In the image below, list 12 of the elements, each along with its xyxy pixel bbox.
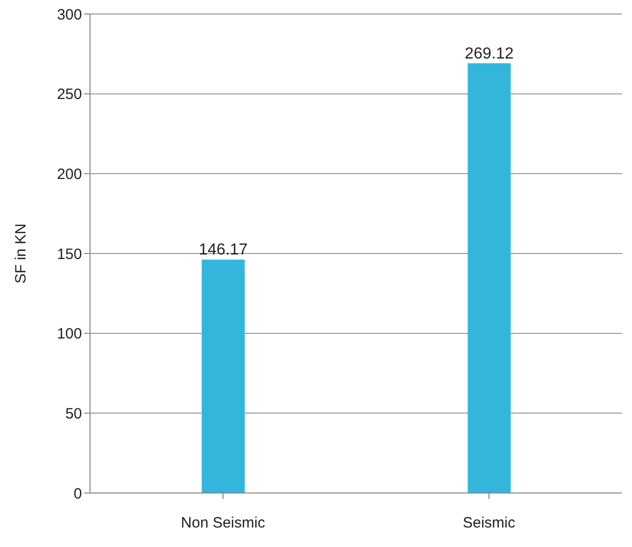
y-tick-label: 300	[56, 6, 82, 24]
x-tick-label: Seismic	[462, 514, 516, 532]
y-axis-title: SF in KN	[12, 223, 30, 284]
data-label: 269.12	[464, 45, 514, 62]
y-tick-label: 250	[56, 86, 82, 104]
y-tick-label: 0	[74, 485, 82, 502]
data-label: 146.17	[198, 242, 248, 259]
y-tick-label: 150	[56, 246, 82, 263]
y-tick-label: 100	[56, 326, 82, 343]
y-tick-label: 50	[65, 405, 82, 422]
y-tick-label: 200	[56, 166, 82, 183]
x-tick-label: Non Seismic	[180, 514, 266, 532]
